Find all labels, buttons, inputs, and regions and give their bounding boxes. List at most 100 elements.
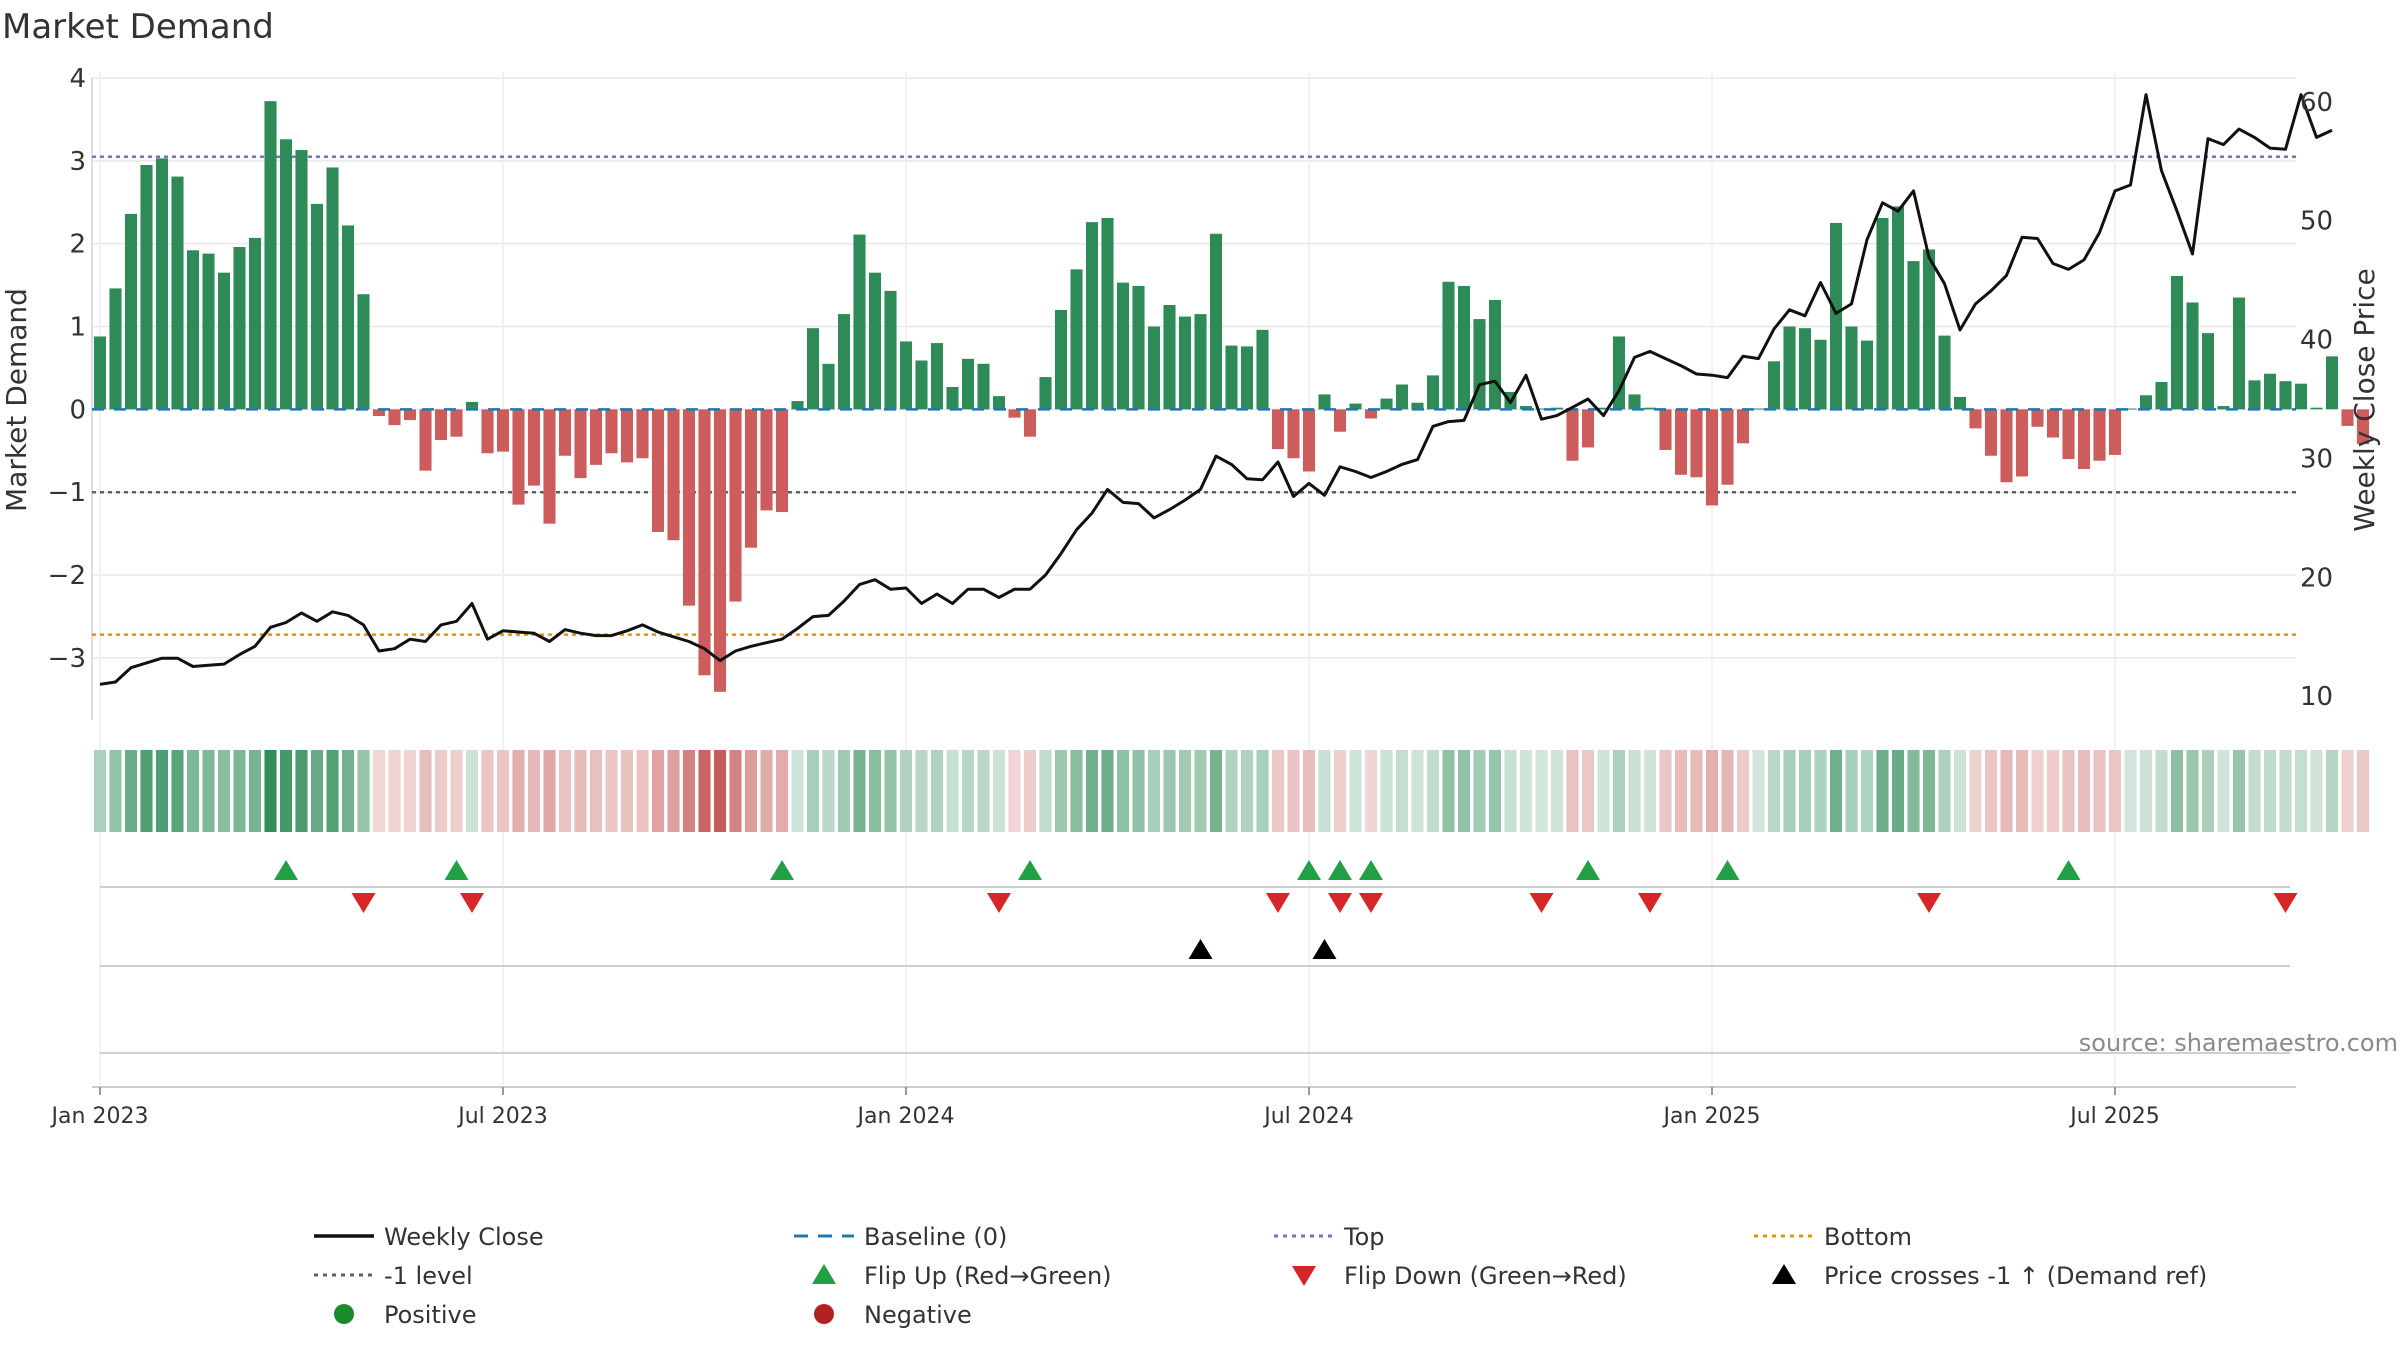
heat-cell xyxy=(1008,750,1021,832)
heat-cell xyxy=(155,750,169,832)
demand-bar xyxy=(636,409,649,459)
heat-cell xyxy=(1938,750,1951,832)
heat-cell xyxy=(124,750,138,832)
right-tick-label: 60 xyxy=(2300,88,2333,118)
demand-bar xyxy=(2046,409,2060,438)
demand-bar xyxy=(248,237,262,410)
demand-bar xyxy=(1597,407,1610,410)
heat-cell xyxy=(217,750,231,832)
heat-cell xyxy=(2155,750,2168,832)
legend-item: Baseline (0) xyxy=(794,1223,1007,1251)
demand-bar xyxy=(1721,409,1734,485)
x-tick-label: Jan 2024 xyxy=(856,1104,955,1129)
heat-cell xyxy=(1442,750,1455,832)
demand-bar xyxy=(1364,409,1378,419)
heat-cell xyxy=(1612,750,1626,832)
flip-down-marker xyxy=(1328,893,1352,913)
right-axis: 60 50 40 30 20 10 xyxy=(2300,88,2333,712)
heat-cell xyxy=(248,750,262,832)
demand-bar xyxy=(310,203,324,410)
demand-bar xyxy=(1287,409,1300,459)
heat-cell xyxy=(1845,750,1858,832)
legend-item: Bottom xyxy=(1754,1223,1912,1251)
heat-cell xyxy=(1240,750,1254,832)
demand-bar xyxy=(2062,409,2075,460)
chart-title: Market Demand xyxy=(2,7,274,47)
demand-bar xyxy=(1829,222,1843,410)
heat-cell xyxy=(2186,750,2199,832)
heat-cell xyxy=(2217,750,2230,832)
heat-cell xyxy=(1628,750,1641,832)
demand-bar xyxy=(1271,409,1285,450)
heat-cell xyxy=(791,750,804,832)
demand-bar xyxy=(977,363,990,410)
demand-bar xyxy=(1535,408,1548,410)
heat-cell xyxy=(1690,750,1703,832)
left-tick-label: −1 xyxy=(48,478,86,508)
heat-cell xyxy=(1643,750,1657,832)
heat-cell xyxy=(1178,750,1192,832)
demand-bar xyxy=(1984,409,1998,456)
demand-bar xyxy=(434,409,448,441)
heat-cell xyxy=(2108,750,2122,832)
flip-up-marker xyxy=(1715,860,1740,880)
x-tick-label: Jan 2025 xyxy=(1662,1104,1761,1129)
demand-bar xyxy=(1256,329,1269,410)
legend-swatch xyxy=(1772,1264,1796,1284)
heat-cell xyxy=(1969,750,1982,832)
heat-cell xyxy=(1318,750,1331,832)
flip-down-marker xyxy=(1266,893,1290,913)
demand-bar xyxy=(1240,346,1254,410)
demand-bar xyxy=(2124,408,2137,410)
demand-bar xyxy=(1426,375,1440,410)
demand-bar xyxy=(1101,217,1114,410)
demand-bar xyxy=(1566,409,1579,461)
heat-cell xyxy=(2356,750,2370,832)
demand-bar xyxy=(419,409,432,471)
heat-cell xyxy=(1163,750,1176,832)
demand-bar xyxy=(2077,409,2091,469)
demand-bar xyxy=(1457,285,1471,410)
left-tick-label: −3 xyxy=(48,644,86,674)
heat-cell xyxy=(1457,750,1471,832)
heat-cell xyxy=(1426,750,1440,832)
heat-cell xyxy=(992,750,1006,832)
demand-bar xyxy=(760,409,773,511)
demand-bar xyxy=(2155,382,2168,410)
heat-cell xyxy=(465,750,479,832)
heat-cell xyxy=(667,750,680,832)
demand-bar xyxy=(1380,398,1393,410)
heat-cell xyxy=(961,750,975,832)
gridlines xyxy=(91,72,2296,1085)
legend-label: Flip Down (Green→Red) xyxy=(1344,1262,1627,1290)
legend-label: Positive xyxy=(384,1301,477,1329)
heat-cell xyxy=(2062,750,2075,832)
left-axis-label: Market Demand xyxy=(0,288,33,512)
demand-bar xyxy=(2356,409,2370,445)
heat-cell xyxy=(233,750,246,832)
heat-cell xyxy=(357,750,370,832)
heat-cell xyxy=(698,750,711,832)
demand-bar xyxy=(558,409,572,456)
heat-cell xyxy=(682,750,696,832)
demand-bar xyxy=(713,409,727,692)
heat-cell xyxy=(1209,750,1223,832)
heat-cell xyxy=(1891,750,1905,832)
demand-bar xyxy=(1876,217,1889,410)
legend-item: Weekly Close xyxy=(314,1223,544,1251)
demand-bar xyxy=(2217,406,2230,410)
demand-bar xyxy=(1147,326,1161,410)
heat-cell xyxy=(434,750,448,832)
demand-bar xyxy=(217,272,231,410)
demand-bar xyxy=(744,409,758,548)
heat-cell xyxy=(2170,750,2184,832)
heat-cell xyxy=(450,750,463,832)
heat-cell xyxy=(264,750,277,832)
demand-bar xyxy=(992,396,1006,410)
heat-cell xyxy=(1829,750,1843,832)
heat-cell xyxy=(1767,750,1781,832)
demand-bar xyxy=(2279,381,2292,410)
right-tick-label: 20 xyxy=(2300,563,2333,593)
heat-cell xyxy=(775,750,789,832)
demand-bar xyxy=(124,213,138,410)
